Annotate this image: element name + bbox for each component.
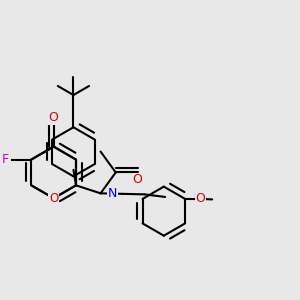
Text: N: N [108,187,117,200]
Text: O: O [49,112,58,124]
Text: O: O [49,192,58,205]
Text: O: O [133,173,142,186]
Text: F: F [2,153,9,166]
Text: O: O [195,192,205,206]
